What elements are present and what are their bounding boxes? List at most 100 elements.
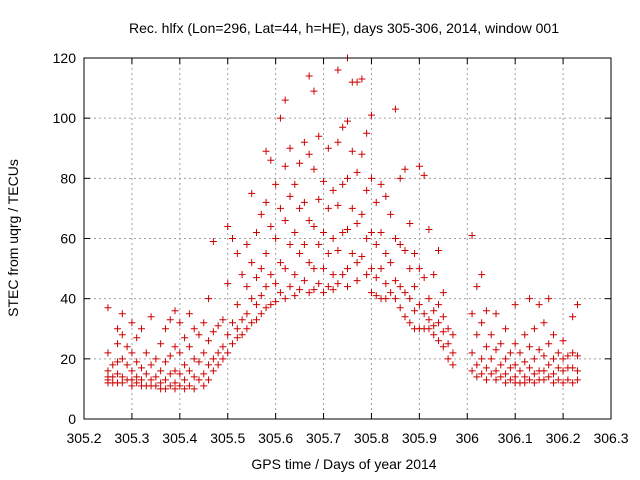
data-point [181, 376, 189, 384]
data-point [195, 358, 203, 366]
x-tick-label: 305.3 [114, 430, 149, 446]
data-point [344, 283, 351, 291]
data-point [305, 216, 313, 224]
data-point [128, 382, 136, 390]
data-point [363, 129, 371, 137]
data-point [185, 310, 193, 318]
data-point [526, 364, 534, 372]
data-point [320, 228, 328, 236]
data-point [315, 241, 323, 249]
data-point [205, 337, 213, 345]
data-point [320, 289, 328, 297]
data-point [286, 192, 294, 200]
data-point [372, 241, 380, 249]
data-point [401, 165, 409, 173]
data-point [511, 373, 519, 381]
data-point [243, 241, 251, 249]
data-point [147, 361, 155, 369]
data-point [310, 87, 318, 95]
data-point [137, 376, 145, 384]
data-point [387, 259, 395, 267]
data-point [214, 349, 222, 357]
data-point [142, 349, 150, 357]
y-tick-label: 0 [68, 411, 76, 427]
data-point [243, 310, 251, 318]
data-point [348, 147, 356, 155]
data-point [128, 349, 136, 357]
data-point [521, 373, 529, 381]
data-point [305, 259, 313, 267]
data-point [224, 349, 232, 357]
data-point [324, 204, 332, 212]
data-point [344, 117, 351, 125]
data-point [516, 367, 524, 375]
x-tick-label: 305.8 [354, 430, 389, 446]
data-point [430, 322, 438, 330]
x-tick-labels: 305.2 305.3 305.4 305.5 305.6 305.7 305.8 305.9… [66, 430, 628, 446]
data-point [161, 376, 169, 384]
data-point [344, 265, 351, 273]
x-axis-label: GPS time / Days of year 2014 [251, 456, 436, 472]
data-point [229, 319, 237, 327]
data-point [449, 349, 457, 357]
data-point [200, 319, 208, 327]
data-point [334, 66, 342, 74]
data-point [367, 228, 375, 236]
data-point [296, 250, 304, 258]
x-tick-label: 306 [456, 430, 480, 446]
data-point [128, 319, 136, 327]
data-point [391, 235, 399, 242]
data-point [190, 373, 198, 381]
data-point [530, 370, 538, 378]
data-point [372, 274, 380, 282]
data-point [506, 376, 514, 384]
data-point [473, 373, 481, 381]
y-axis-label: STEC from uqrg / TECUs [5, 159, 21, 317]
data-point [291, 228, 299, 236]
data-point [276, 289, 284, 297]
data-point [214, 322, 222, 330]
data-point [214, 361, 222, 369]
data-point [339, 180, 347, 188]
data-point [526, 343, 534, 351]
data-point [252, 301, 260, 309]
data-point [171, 379, 179, 387]
data-point [291, 292, 299, 300]
axis-ticks [83, 57, 612, 420]
data-point [190, 355, 198, 363]
data-point [262, 250, 270, 258]
data-point [511, 361, 519, 369]
data-point [324, 283, 332, 291]
data-point [530, 355, 538, 363]
data-point [420, 171, 428, 179]
data-point [367, 174, 375, 182]
data-point [348, 250, 356, 258]
data-point [511, 301, 519, 309]
data-point [296, 204, 304, 212]
data-point [406, 219, 414, 227]
data-point [415, 265, 423, 273]
data-point [435, 247, 443, 255]
data-point [320, 265, 328, 273]
data-point [123, 343, 131, 351]
data-point [554, 349, 562, 357]
data-point [190, 385, 198, 393]
data-point [573, 352, 581, 360]
data-point [554, 376, 562, 384]
data-point [248, 189, 256, 197]
x-tick-label: 305.4 [162, 430, 197, 446]
data-point [219, 316, 227, 324]
data-point [478, 370, 486, 378]
data-point [200, 370, 208, 378]
data-point [468, 349, 476, 357]
data-point [329, 286, 337, 294]
data-point [540, 367, 548, 375]
data-point [133, 379, 141, 387]
data-point [200, 349, 208, 357]
data-point [329, 186, 337, 194]
data-point [310, 165, 318, 173]
data-points [104, 54, 581, 393]
data-point [564, 352, 572, 360]
data-point [142, 370, 150, 378]
data-point [147, 313, 155, 321]
